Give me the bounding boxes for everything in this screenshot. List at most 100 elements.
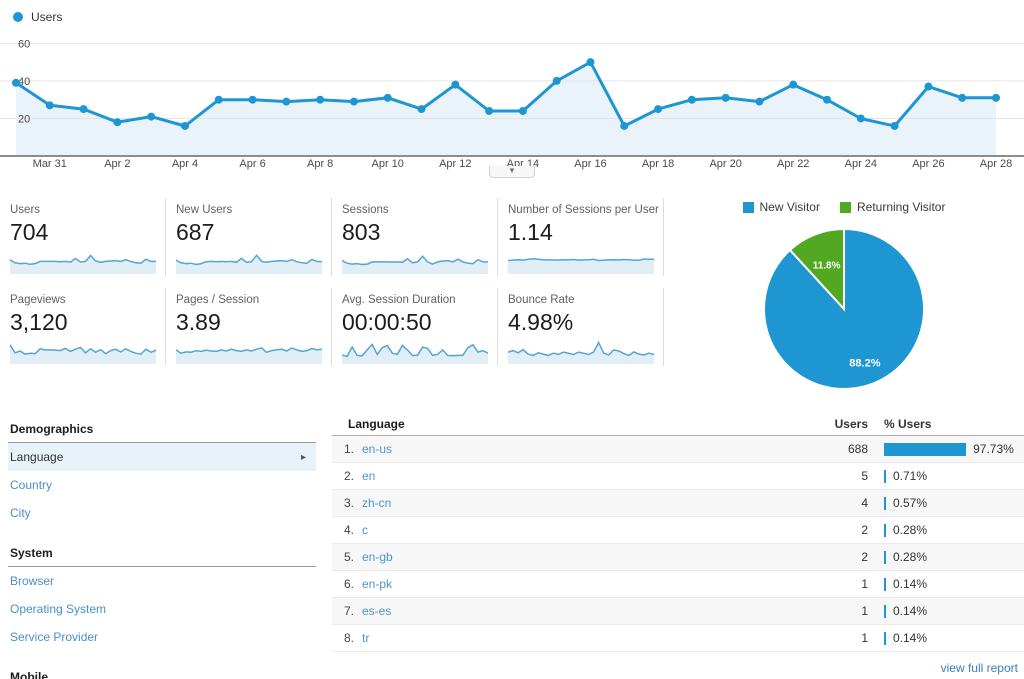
- language-link[interactable]: zh-cn: [362, 496, 392, 510]
- table-row: 4. c 2 0.28%: [332, 517, 1024, 544]
- table-row: 3. zh-cn 4 0.57%: [332, 490, 1024, 517]
- language-table: Language Users % Users 1. en-us 688 97.73% 2…: [332, 412, 1024, 679]
- users-count: 4: [861, 496, 868, 510]
- pct-users-bar: [884, 442, 967, 456]
- svg-text:88.2%: 88.2%: [849, 358, 880, 370]
- users-count: 1: [861, 577, 868, 591]
- svg-text:Apr 16: Apr 16: [574, 158, 606, 170]
- pie-legend-item-returning-visitor: Returning Visitor: [839, 200, 945, 214]
- pct-users-value: 0.57%: [893, 496, 928, 510]
- sidebar-group-demographics: Demographics Language ▸ Country City: [8, 415, 316, 527]
- pct-users-value: 0.28%: [893, 550, 928, 564]
- sidebar-item-service-provider[interactable]: Service Provider: [8, 623, 316, 651]
- pie-legend-label: New Visitor: [759, 200, 820, 214]
- sidebar-item-city[interactable]: City: [8, 499, 316, 527]
- scorecard-number-of-sessions-per-user[interactable]: Number of Sessions per User 1.14: [498, 198, 664, 276]
- svg-text:Apr 18: Apr 18: [642, 158, 674, 170]
- pct-users-value: 0.71%: [893, 469, 928, 483]
- users-count: 1: [861, 631, 868, 645]
- scorecard-sparkline: [342, 255, 488, 274]
- language-link[interactable]: en: [362, 469, 376, 483]
- svg-text:Apr 24: Apr 24: [845, 158, 877, 170]
- row-rank: 5.: [343, 550, 354, 564]
- sidebar-item-country[interactable]: Country: [8, 471, 316, 499]
- users-count: 2: [861, 550, 868, 564]
- sidebar-item-browser[interactable]: Browser: [8, 567, 316, 595]
- scorecard-value: 4.98%: [508, 309, 574, 335]
- table-body: 1. en-us 688 97.73% 2. en 5 0.71% 3. zh-cn 4 0.57% 4…: [332, 436, 1024, 652]
- svg-text:60: 60: [18, 38, 30, 50]
- language-link[interactable]: en-gb: [362, 550, 393, 564]
- table-header-row: Language Users % Users: [332, 412, 1024, 436]
- report-section: Demographics Language ▸ Country City System Br…: [0, 412, 1024, 679]
- svg-text:Apr 8: Apr 8: [307, 158, 333, 170]
- column-header-pct-users[interactable]: % Users: [884, 416, 932, 431]
- language-link[interactable]: es-es: [362, 604, 392, 618]
- row-rank: 7.: [343, 604, 354, 618]
- scorecard-sessions[interactable]: Sessions 803: [332, 198, 498, 276]
- scorecard-bounce-rate[interactable]: Bounce Rate 4.98%: [498, 288, 664, 366]
- scorecard-value: 3.89: [176, 309, 221, 335]
- column-header-users[interactable]: Users: [834, 416, 868, 431]
- scorecard-sparkline: [508, 340, 654, 364]
- sidebar-item-language[interactable]: Language ▸: [8, 443, 316, 471]
- language-link[interactable]: tr: [362, 631, 370, 645]
- sidebar-heading-mobile: Mobile: [8, 663, 316, 679]
- sidebar-item-label: Service Provider: [10, 630, 99, 644]
- svg-text:11.8%: 11.8%: [813, 260, 841, 271]
- scorecard-value: 00:00:50: [342, 309, 432, 335]
- table-row: 6. en-pk 1 0.14%: [332, 571, 1024, 598]
- pct-users-value: 0.14%: [893, 631, 928, 645]
- language-link[interactable]: en-pk: [362, 577, 393, 591]
- users-series-dot-icon: [13, 12, 23, 22]
- table-row: 5. en-gb 2 0.28%: [332, 544, 1024, 571]
- scorecard-sparkline: [10, 254, 156, 274]
- pct-users-bar: [884, 523, 886, 537]
- pct-users-bar: [884, 577, 886, 591]
- scorecard-label: Users: [10, 204, 41, 216]
- language-link[interactable]: en-us: [362, 442, 393, 456]
- scorecard-avg-session-duration[interactable]: Avg. Session Duration 00:00:50: [332, 288, 498, 366]
- users-count: 5: [861, 469, 868, 483]
- svg-text:Apr 20: Apr 20: [709, 158, 741, 170]
- scorecard-value: 687: [176, 219, 215, 245]
- pie-legend: New Visitor Returning Visitor: [742, 200, 945, 214]
- visitor-pie-chart: 88.2% 11.8%: [763, 227, 926, 390]
- table-row: 8. tr 1 0.14%: [332, 625, 1024, 652]
- svg-text:Apr 26: Apr 26: [912, 158, 944, 170]
- pct-users-bar: [884, 631, 886, 645]
- svg-text:Mar 31: Mar 31: [33, 158, 67, 170]
- scorecard-new-users[interactable]: New Users 687: [166, 198, 332, 276]
- sidebar-item-operating-system[interactable]: Operating System: [8, 595, 316, 623]
- language-link[interactable]: c: [362, 523, 368, 537]
- caret-down-icon: ▼: [508, 166, 516, 175]
- pct-users-bar: [884, 496, 886, 510]
- sidebar-item-label: Operating System: [10, 602, 107, 616]
- row-rank: 6.: [343, 577, 354, 591]
- view-full-report-link[interactable]: view full report: [940, 661, 1018, 675]
- pct-users-value: 97.73%: [973, 442, 1014, 456]
- table-row: 2. en 5 0.71%: [332, 463, 1024, 490]
- row-rank: 3.: [343, 496, 354, 510]
- svg-text:Apr 4: Apr 4: [172, 158, 198, 170]
- sidebar-item-label: Browser: [10, 574, 55, 588]
- chevron-right-icon: ▸: [300, 451, 306, 463]
- column-header-language[interactable]: Language: [348, 416, 405, 431]
- scorecard-label: Avg. Session Duration: [342, 294, 456, 306]
- scorecard-value: 3,120: [10, 309, 68, 335]
- users-count: 688: [847, 442, 868, 456]
- scorecard-sparkline: [508, 258, 654, 274]
- sidebar-heading-demographics: Demographics: [8, 415, 316, 443]
- scorecard-pages-session[interactable]: Pages / Session 3.89: [166, 288, 332, 366]
- sidebar-group-system: System Browser Operating System Service Pro…: [8, 539, 316, 651]
- chart-collapse-tab[interactable]: ▼: [489, 166, 535, 178]
- sidebar-item-label: City: [10, 506, 31, 520]
- scorecard-users[interactable]: Users 704: [0, 198, 166, 276]
- pct-users-value: 0.14%: [893, 577, 928, 591]
- chart-legend-label: Users: [31, 10, 63, 24]
- chart-legend: Users: [13, 10, 62, 24]
- scorecard-pageviews[interactable]: Pageviews 3,120: [0, 288, 166, 366]
- row-rank: 8.: [343, 631, 354, 645]
- users-over-time-chart: Users 20 40 60 Mar 31 Apr 2 Apr 4 Apr 6 Apr 8 Ap…: [0, 0, 1024, 182]
